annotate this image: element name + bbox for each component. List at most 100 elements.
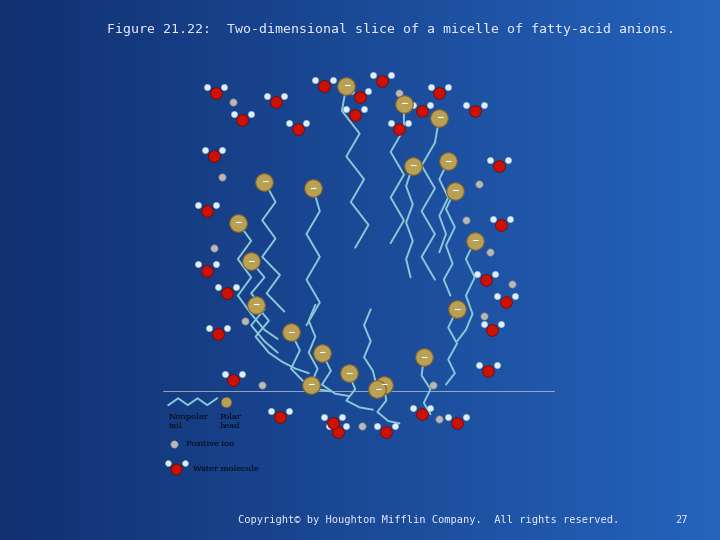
Point bbox=[407, 161, 418, 170]
Point bbox=[171, 465, 182, 474]
Point bbox=[416, 410, 428, 418]
Point bbox=[491, 361, 503, 369]
Text: −: − bbox=[307, 380, 315, 389]
Text: −: − bbox=[380, 380, 388, 389]
Point bbox=[394, 125, 405, 133]
Point bbox=[425, 404, 436, 413]
Text: −: − bbox=[318, 348, 325, 357]
Point bbox=[443, 413, 454, 422]
Point bbox=[384, 71, 396, 79]
Text: −: − bbox=[420, 353, 428, 362]
Point bbox=[201, 266, 212, 275]
Point bbox=[208, 244, 220, 252]
Point bbox=[451, 419, 463, 428]
Point bbox=[478, 100, 490, 109]
Point bbox=[279, 91, 290, 100]
Point bbox=[394, 88, 405, 97]
Point bbox=[495, 320, 507, 328]
Text: −: − bbox=[248, 257, 255, 266]
Point bbox=[427, 380, 438, 389]
Point bbox=[246, 257, 257, 266]
Text: −: − bbox=[345, 369, 352, 377]
Point bbox=[372, 422, 383, 431]
Point bbox=[228, 376, 239, 384]
Point bbox=[307, 184, 319, 193]
Point bbox=[192, 201, 204, 210]
Text: Water molecule: Water molecule bbox=[193, 465, 258, 473]
Point bbox=[425, 82, 436, 91]
Point bbox=[316, 348, 328, 357]
Point bbox=[433, 415, 445, 423]
Point bbox=[201, 207, 212, 215]
Point bbox=[469, 237, 480, 245]
Text: −: − bbox=[287, 328, 294, 336]
Point bbox=[491, 292, 503, 301]
Point bbox=[343, 369, 354, 377]
Point bbox=[378, 380, 390, 389]
Point bbox=[390, 422, 401, 431]
Point bbox=[258, 177, 270, 186]
Point bbox=[179, 458, 191, 467]
Point bbox=[460, 100, 472, 109]
Text: Nonpolar: Nonpolar bbox=[168, 413, 208, 421]
Point bbox=[283, 406, 294, 415]
Point bbox=[318, 413, 330, 422]
Point bbox=[442, 82, 454, 91]
Point bbox=[305, 380, 317, 389]
Point bbox=[407, 404, 418, 413]
Point bbox=[310, 76, 321, 84]
Text: −: − bbox=[234, 218, 242, 227]
Point bbox=[274, 412, 286, 421]
Text: Copyright© by Houghton Mifflin Company.  All rights reserved.: Copyright© by Houghton Mifflin Company. … bbox=[238, 515, 619, 525]
Point bbox=[239, 316, 251, 325]
Point bbox=[482, 367, 494, 375]
Point bbox=[495, 220, 507, 229]
Point bbox=[363, 87, 374, 96]
Point bbox=[478, 320, 490, 328]
Text: −: − bbox=[343, 81, 350, 90]
Point bbox=[237, 116, 248, 124]
Point bbox=[328, 419, 339, 428]
Point bbox=[485, 248, 496, 256]
Text: Polar: Polar bbox=[220, 413, 241, 421]
Point bbox=[210, 260, 222, 269]
Point bbox=[341, 82, 352, 90]
Point bbox=[270, 97, 282, 106]
Point bbox=[292, 125, 303, 133]
Point bbox=[327, 76, 338, 84]
Text: −: − bbox=[252, 300, 259, 309]
Point bbox=[356, 421, 368, 430]
Text: −: − bbox=[451, 186, 459, 195]
Point bbox=[500, 298, 511, 307]
Point bbox=[236, 370, 248, 379]
Text: 27: 27 bbox=[675, 515, 688, 525]
Text: Figure 21.22:  Two-dimensional slice of a micelle of fatty-acid anions.: Figure 21.22: Two-dimensional slice of a… bbox=[107, 23, 675, 36]
Point bbox=[354, 93, 365, 102]
Text: −: − bbox=[310, 184, 317, 193]
Point bbox=[480, 275, 492, 284]
Point bbox=[460, 413, 472, 422]
Point bbox=[332, 428, 343, 437]
Point bbox=[250, 300, 261, 309]
Point bbox=[219, 82, 230, 91]
Point bbox=[509, 292, 521, 301]
Point bbox=[442, 157, 454, 165]
Point bbox=[168, 440, 179, 448]
Text: head: head bbox=[220, 422, 240, 430]
Point bbox=[162, 458, 174, 467]
Point bbox=[474, 179, 485, 188]
Point bbox=[210, 88, 222, 97]
Point bbox=[318, 82, 330, 90]
Point bbox=[469, 106, 480, 115]
Point bbox=[359, 105, 370, 113]
Point bbox=[345, 87, 356, 96]
Point bbox=[230, 283, 241, 292]
Point bbox=[474, 361, 485, 369]
Point bbox=[485, 155, 496, 164]
Point bbox=[341, 105, 352, 113]
Point bbox=[220, 397, 232, 406]
Point bbox=[199, 146, 210, 155]
Point bbox=[232, 218, 243, 227]
Point bbox=[323, 422, 335, 431]
Point bbox=[221, 324, 233, 333]
